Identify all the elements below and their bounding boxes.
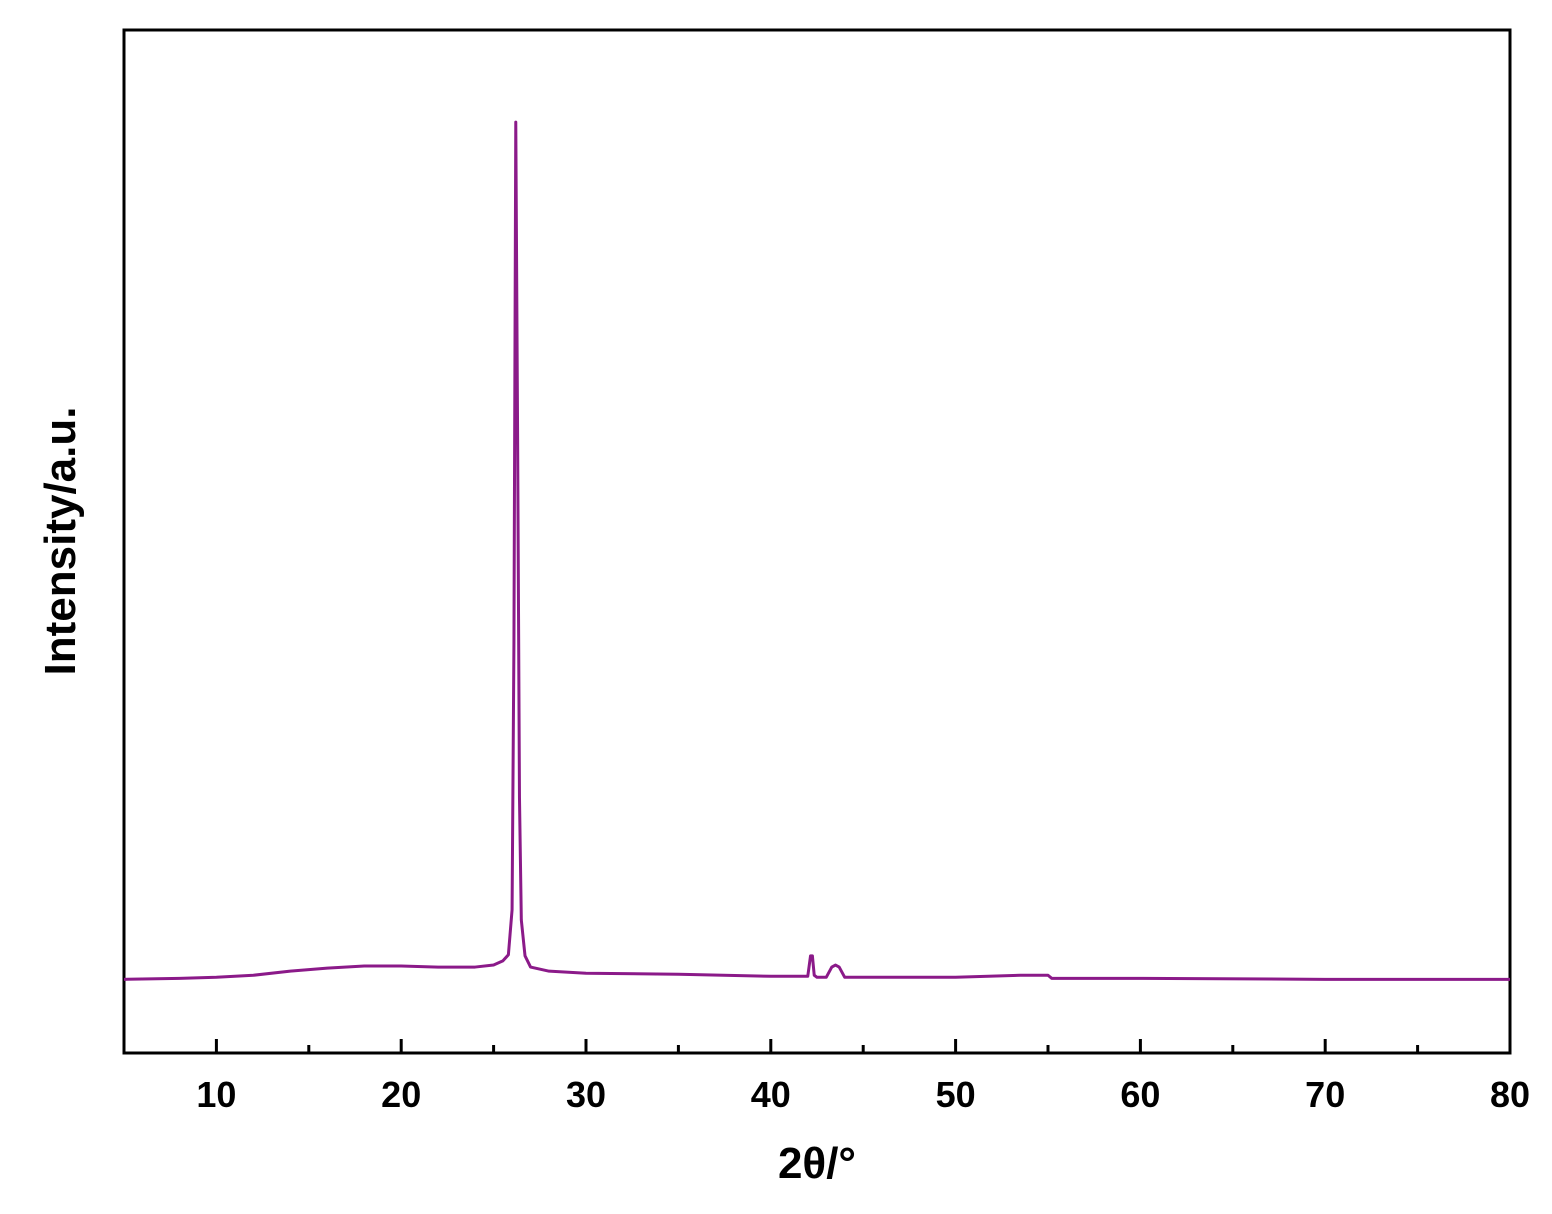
x-tick-label: 50 (936, 1074, 976, 1115)
x-tick-label: 40 (751, 1074, 791, 1115)
y-axis-label: Intensity/a.u. (36, 407, 85, 676)
x-tick-label: 60 (1120, 1074, 1160, 1115)
xrd-line (123, 120, 1510, 981)
x-tick-label: 30 (566, 1074, 606, 1115)
x-tick-label: 70 (1305, 1074, 1345, 1115)
x-tick-label: 10 (196, 1074, 236, 1115)
plot-frame (122, 28, 1512, 1055)
x-tick-label: 20 (381, 1074, 421, 1115)
x-tick-label: 80 (1490, 1074, 1530, 1115)
x-axis-label: 2θ/° (778, 1139, 856, 1188)
